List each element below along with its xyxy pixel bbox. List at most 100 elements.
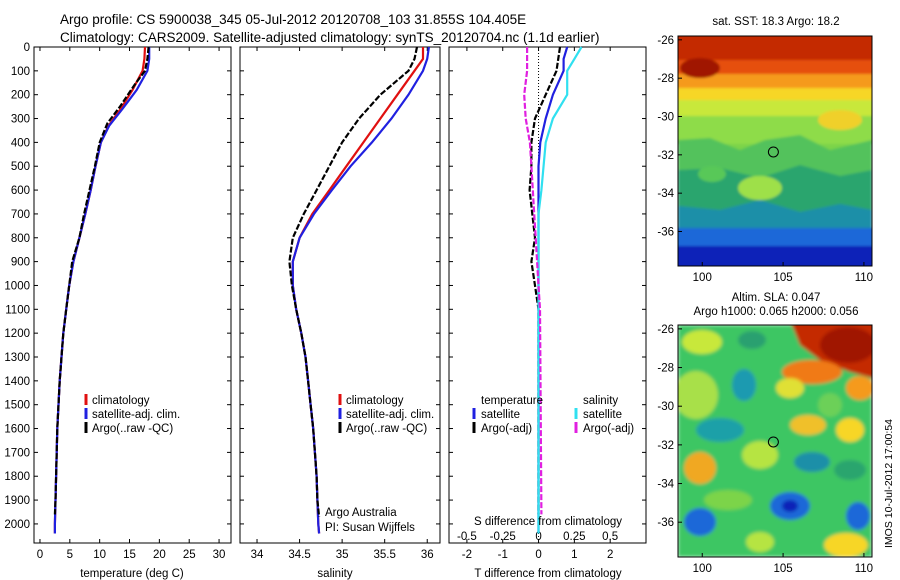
legend-satellite-adj-label: satellite-adj. clim. bbox=[346, 409, 434, 421]
y-tick-label: 2000 bbox=[4, 519, 30, 531]
sst-map-panel: sat. SST: 18.3 Argo: 18.2 bbox=[657, 16, 873, 284]
salinity-series bbox=[288, 46, 430, 534]
profile-line-blue bbox=[291, 46, 430, 534]
y-tick-label: -34 bbox=[657, 479, 674, 491]
temperature-x-tick-labels: 0 5 10 15 20 25 30 bbox=[34, 46, 231, 561]
y-tick-label: 400 bbox=[11, 137, 30, 149]
y-tick-label: 300 bbox=[11, 114, 30, 126]
x-tick-label: 35.5 bbox=[373, 549, 395, 561]
top-tick-label: 0.25 bbox=[563, 531, 585, 543]
y-tick-label: 1600 bbox=[4, 424, 30, 436]
sla-map-title-line2: Argo h1000: 0.065 h2000: 0.056 bbox=[694, 306, 859, 318]
y-tick-label: -36 bbox=[657, 227, 674, 239]
difference-x-tick-labels: -2 -1 0 1 2 bbox=[449, 46, 646, 561]
pi-annotation: PI: Susan Wijffels bbox=[325, 522, 415, 534]
y-tick-label: 1200 bbox=[4, 328, 30, 340]
figure-title-line1: Argo profile: CS 5900038_345 05-Jul-2012… bbox=[60, 12, 526, 27]
difference-panel: -2 -1 0 1 2 -0.5 -0.25 0 0.25 0.5 S difference f… bbox=[448, 46, 647, 580]
x-tick-label: -1 bbox=[498, 549, 508, 561]
y-tick-label: -30 bbox=[657, 401, 674, 413]
salinity-legend: climatology satellite-adj. clim. Argo(..… bbox=[338, 394, 434, 435]
profile-line-black bbox=[528, 46, 562, 515]
sst-map-frame bbox=[677, 35, 873, 267]
salinity-axes-box bbox=[239, 46, 441, 544]
legend-salinity-argo-label: Argo(-adj) bbox=[583, 423, 634, 435]
x-tick-label: 30 bbox=[213, 549, 226, 561]
s-difference-xlabel: S difference from climatology bbox=[474, 516, 622, 528]
x-tick-label: 5 bbox=[67, 549, 73, 561]
profile-line-black bbox=[288, 46, 419, 517]
difference-top-tick-labels: -0.5 -0.25 0 0.25 0.5 bbox=[457, 531, 618, 543]
sla-map-panel: Altim. SLA: 0.047 Argo h1000: 0.065 h200… bbox=[657, 292, 873, 575]
y-tick-label: 500 bbox=[11, 161, 30, 173]
y-tick-label: 200 bbox=[11, 90, 30, 102]
sla-y-tick-labels: -26 -28 -30 -32 -34 -36 bbox=[657, 324, 682, 529]
legend-climatology-label: climatology bbox=[346, 395, 404, 407]
x-tick-label: 35 bbox=[336, 549, 349, 561]
y-tick-label: -26 bbox=[657, 35, 674, 47]
x-tick-label: 25 bbox=[183, 549, 196, 561]
y-tick-label: 1100 bbox=[5, 304, 30, 316]
sst-y-tick-labels: -26 -28 -30 -32 -34 -36 bbox=[657, 35, 682, 239]
x-tick-label: 0 bbox=[37, 549, 43, 561]
top-tick-label: -0.5 bbox=[457, 531, 477, 543]
argo-australia-annotation: Argo Australia bbox=[325, 507, 397, 519]
temperature-xlabel: temperature (deg C) bbox=[80, 568, 184, 580]
argo-position-marker bbox=[767, 436, 779, 448]
y-tick-label: 0 bbox=[24, 42, 30, 54]
y-tick-label: 1000 bbox=[4, 280, 30, 292]
legend-climatology-label: climatology bbox=[92, 395, 150, 407]
legend-argo-label: Argo(..raw -QC) bbox=[346, 423, 427, 435]
y-tick-label: 600 bbox=[11, 185, 30, 197]
legend-salinity-heading: salinity bbox=[583, 395, 618, 407]
figure-title-line2: Climatology: CARS2009. Satellite-adjuste… bbox=[60, 30, 600, 45]
y-tick-label: -32 bbox=[657, 150, 674, 162]
difference-axes-box bbox=[448, 46, 647, 544]
legend-argo-label: Argo(..raw -QC) bbox=[92, 423, 173, 435]
y-tick-label: 1800 bbox=[4, 471, 30, 483]
temperature-panel: 0100200300400500600700800900100011001200… bbox=[4, 42, 232, 580]
sst-map-title: sat. SST: 18.3 Argo: 18.2 bbox=[712, 16, 839, 28]
x-tick-label: 0 bbox=[535, 549, 541, 561]
legend-temperature-satellite-label: satellite bbox=[481, 409, 520, 421]
x-tick-label: 34 bbox=[251, 549, 264, 561]
y-tick-label: 1400 bbox=[4, 376, 30, 388]
t-difference-xlabel: T difference from climatology bbox=[474, 568, 621, 580]
legend-temperature-heading: temperature bbox=[481, 395, 543, 407]
temperature-axes-box bbox=[33, 46, 232, 544]
sst-heatmap bbox=[678, 36, 872, 266]
x-tick-label: 2 bbox=[607, 549, 613, 561]
salinity-xlabel: salinity bbox=[317, 568, 352, 580]
y-tick-label: -36 bbox=[657, 517, 674, 529]
x-tick-label: 20 bbox=[153, 549, 166, 561]
x-tick-label: 34.5 bbox=[288, 549, 310, 561]
y-tick-label: 1900 bbox=[4, 495, 30, 507]
y-tick-label: 800 bbox=[11, 233, 30, 245]
y-tick-label: -32 bbox=[657, 440, 674, 452]
y-tick-label: 1500 bbox=[4, 400, 30, 412]
temperature-legend: climatology satellite-adj. clim. Argo(..… bbox=[84, 394, 180, 435]
sst-field bbox=[678, 36, 872, 266]
legend-temperature-argo-label: Argo(-adj) bbox=[481, 423, 532, 435]
x-tick-label: 36 bbox=[421, 549, 434, 561]
y-tick-label: -26 bbox=[657, 324, 674, 336]
profile-line-magenta bbox=[523, 47, 543, 515]
salinity-x-tick-labels: 34 34.5 35 35.5 36 bbox=[240, 46, 440, 561]
legend-salinity-satellite-label: satellite bbox=[583, 409, 622, 421]
salinity-panel: 34 34.5 35 35.5 36 salinity climatology sate… bbox=[239, 46, 441, 580]
x-tick-label: 105 bbox=[773, 272, 792, 284]
profile-line-blue bbox=[537, 46, 569, 534]
y-tick-label: 900 bbox=[11, 257, 30, 269]
y-tick-label: -28 bbox=[657, 73, 674, 85]
x-tick-label: 110 bbox=[855, 272, 873, 284]
y-tick-label: 700 bbox=[11, 209, 30, 221]
y-tick-label: -34 bbox=[657, 188, 674, 200]
temperature-series bbox=[53, 46, 151, 534]
difference-legend: temperature satellite Argo(-adj) salinit… bbox=[472, 395, 634, 435]
x-tick-label: 105 bbox=[773, 563, 792, 575]
legend-satellite-adj-label: satellite-adj. clim. bbox=[92, 409, 180, 421]
sst-x-tick-labels: 100 105 110 bbox=[693, 262, 873, 284]
y-tick-label: 1300 bbox=[4, 352, 30, 364]
x-tick-label: 110 bbox=[855, 563, 873, 575]
